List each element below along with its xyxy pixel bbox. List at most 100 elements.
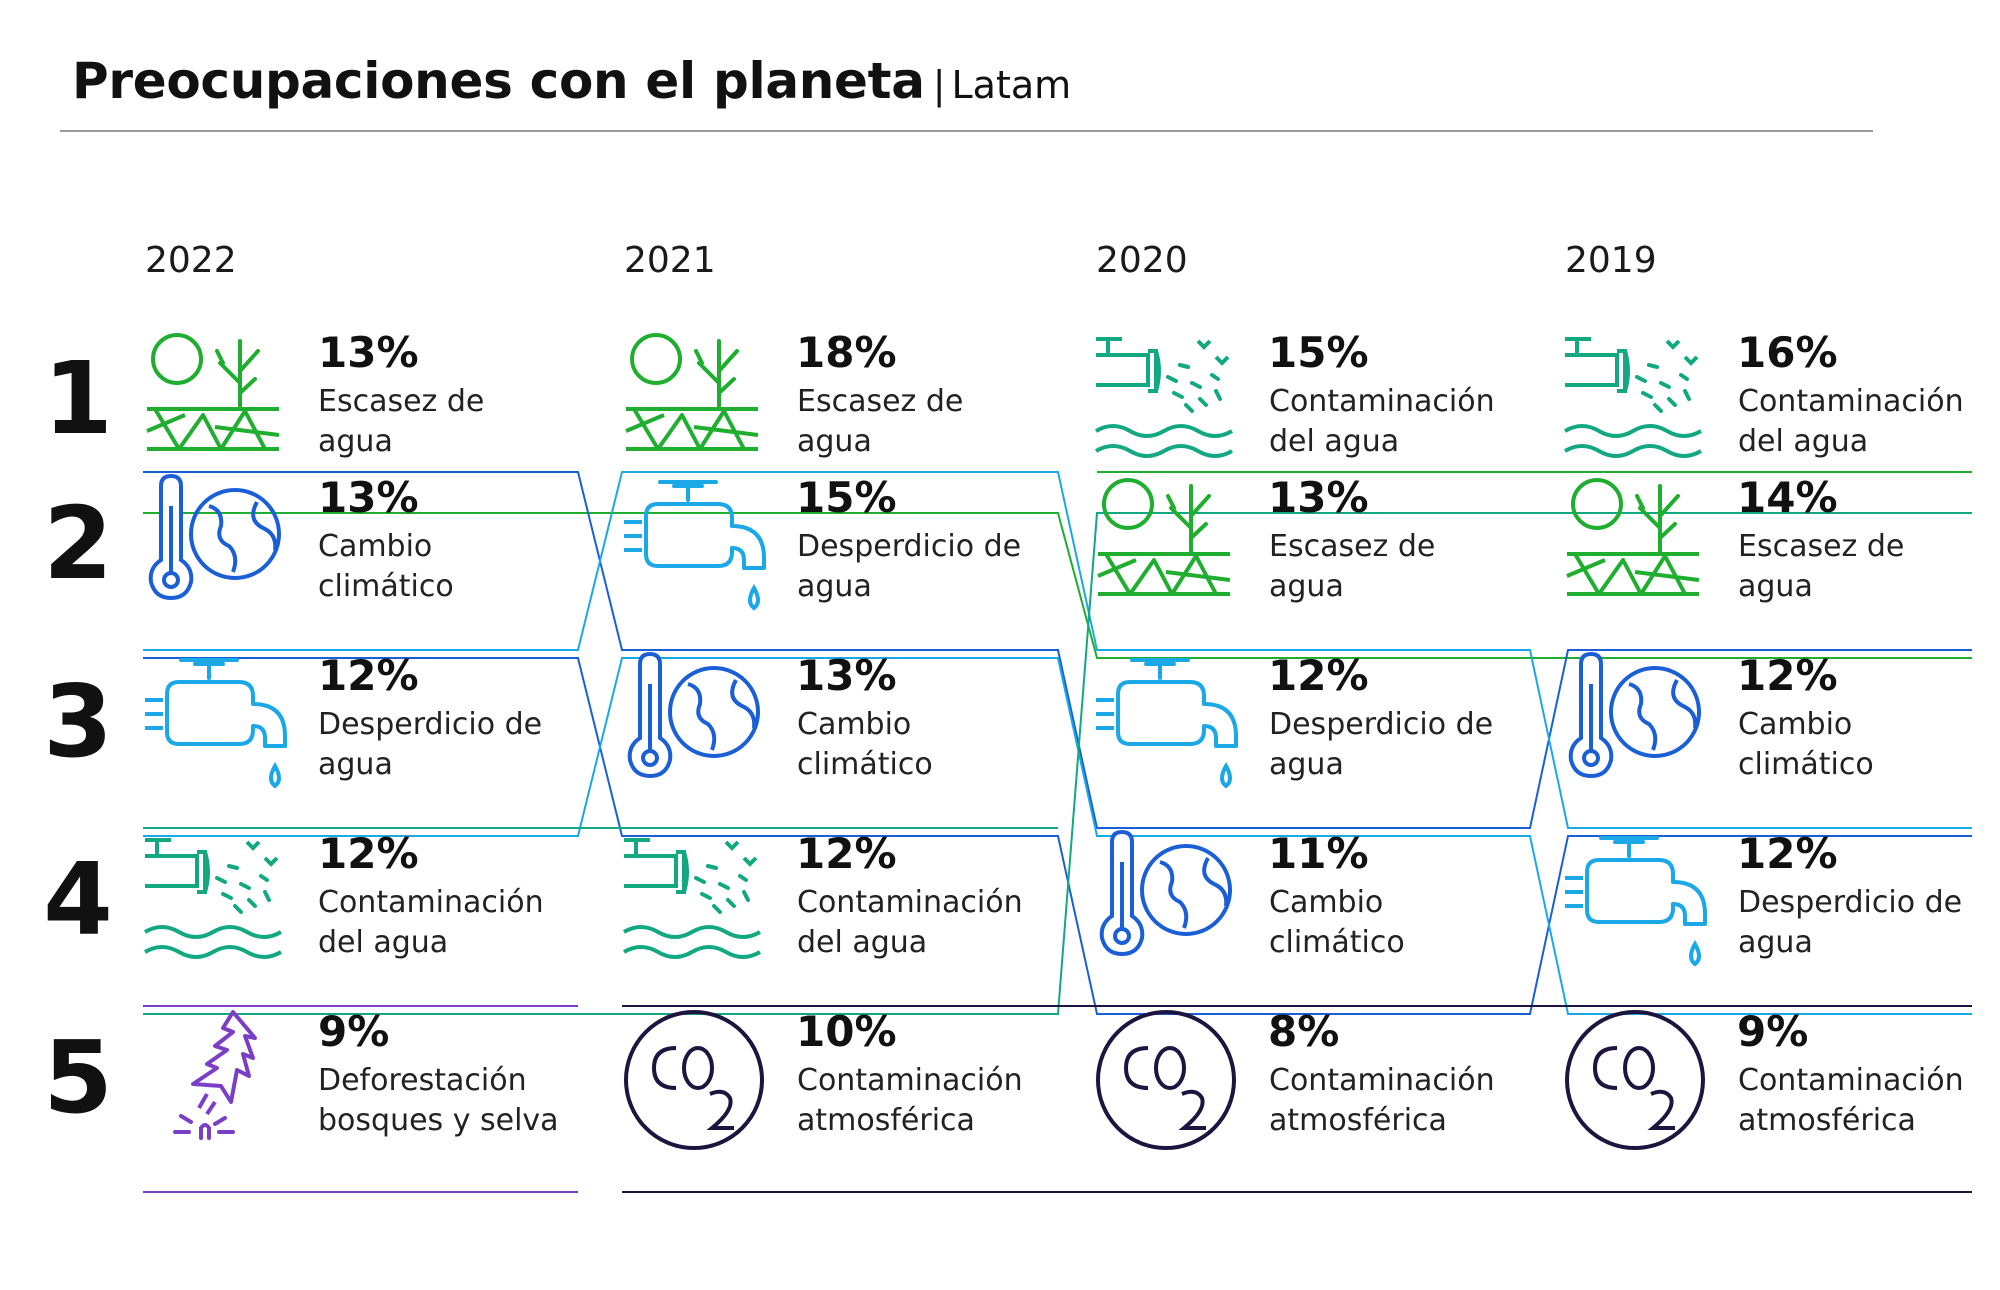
dry-land-icon — [146, 333, 280, 451]
concern-label: atmosférica — [1269, 1103, 1447, 1138]
concern-label: Escasez de — [1738, 529, 1904, 564]
concern-label: atmosférica — [797, 1103, 975, 1138]
concern-label: agua — [1269, 747, 1344, 782]
concern-label: agua — [797, 569, 872, 604]
percent-value: 12% — [1737, 829, 1838, 878]
concern-label: Cambio — [1738, 707, 1852, 742]
dry-land-icon — [625, 333, 759, 451]
rank-number: 4 — [43, 841, 113, 958]
percent-value: 18% — [796, 328, 897, 377]
concern-label: climático — [1738, 747, 1874, 782]
percent-value: 13% — [318, 473, 419, 522]
concern-label: Desperdicio de — [318, 707, 542, 742]
dry-land-icon — [1097, 478, 1231, 596]
thermometer-globe-icon — [627, 651, 760, 779]
percent-value: 9% — [1737, 1007, 1808, 1056]
year-label: 2022 — [145, 240, 237, 281]
concern-label: del agua — [318, 925, 448, 960]
percent-value: 8% — [1268, 1007, 1339, 1056]
concern-label: Escasez de — [797, 384, 963, 419]
concern-label: climático — [318, 569, 454, 604]
percent-value: 9% — [318, 1007, 389, 1056]
rank-number: 3 — [43, 663, 113, 780]
concern-label: del agua — [1269, 424, 1399, 459]
percent-value: 12% — [1737, 651, 1838, 700]
co2-icon — [624, 1010, 764, 1150]
year-label: 2021 — [624, 240, 716, 281]
thermometer-globe-icon — [1099, 829, 1232, 957]
concern-label: Cambio — [318, 529, 432, 564]
concern-label: climático — [797, 747, 933, 782]
faucet-drop-icon — [624, 480, 766, 611]
concern-label: Cambio — [1269, 885, 1383, 920]
percent-value: 13% — [796, 651, 897, 700]
percent-value: 12% — [318, 829, 419, 878]
concern-label: Contaminación — [797, 1063, 1023, 1098]
concern-label: del agua — [1738, 424, 1868, 459]
concern-label: agua — [797, 424, 872, 459]
concern-label: Contaminación — [318, 885, 544, 920]
concern-label: Cambio — [797, 707, 911, 742]
band-desperdicio-top — [143, 471, 1972, 829]
percent-value: 12% — [318, 651, 419, 700]
percent-value: 10% — [796, 1007, 897, 1056]
percent-value: 11% — [1268, 829, 1369, 878]
concern-label: Desperdicio de — [797, 529, 1021, 564]
felled-tree-icon — [173, 1010, 257, 1140]
concern-label: Contaminación — [1738, 384, 1964, 419]
concern-label: Contaminación — [1269, 1063, 1495, 1098]
concern-label: Contaminación — [797, 885, 1023, 920]
title-divider — [60, 130, 1873, 132]
chart-subtitle: Latam — [951, 63, 1072, 107]
pipe-waves-icon — [622, 838, 762, 959]
percent-value: 14% — [1737, 473, 1838, 522]
rank-number: 1 — [43, 340, 113, 457]
band-contaminacion_agua-bot — [143, 512, 1972, 1015]
thermometer-globe-icon — [1568, 651, 1701, 779]
co2-icon — [1565, 1010, 1705, 1150]
year-label: 2020 — [1096, 240, 1188, 281]
percent-value: 15% — [1268, 328, 1369, 377]
concern-label: agua — [318, 424, 393, 459]
page-title: Preocupaciones con el planeta | Latam — [72, 52, 1071, 110]
faucet-drop-icon — [145, 658, 287, 789]
band-escasez-bot — [143, 512, 1972, 659]
concern-label: del agua — [797, 925, 927, 960]
concern-label: Desperdicio de — [1269, 707, 1493, 742]
concern-label: Contaminación — [1738, 1063, 1964, 1098]
concern-label: climático — [1269, 925, 1405, 960]
dry-land-icon — [1566, 478, 1700, 596]
percent-value: 16% — [1737, 328, 1838, 377]
percent-value: 13% — [1268, 473, 1369, 522]
band-desperdicio-bot — [143, 657, 1972, 1015]
percent-value: 12% — [1268, 651, 1369, 700]
pipe-waves-icon — [143, 838, 283, 959]
chart-title: Preocupaciones con el planeta — [72, 52, 925, 110]
percent-value: 15% — [796, 473, 897, 522]
concern-label: Desperdicio de — [1738, 885, 1962, 920]
concern-label: bosques y selva — [318, 1103, 559, 1138]
pipe-waves-icon — [1563, 337, 1703, 458]
concern-label: agua — [1269, 569, 1344, 604]
thermometer-globe-icon — [148, 473, 281, 601]
title-separator: | — [932, 63, 946, 107]
faucet-drop-icon — [1565, 836, 1707, 967]
co2-icon — [1096, 1010, 1236, 1150]
pipe-waves-icon — [1094, 337, 1234, 458]
year-label: 2019 — [1565, 240, 1657, 281]
band-cambio-top — [143, 471, 1972, 829]
concern-label: agua — [1738, 569, 1813, 604]
faucet-drop-icon — [1096, 658, 1238, 789]
concern-label: Escasez de — [1269, 529, 1435, 564]
concern-label: Escasez de — [318, 384, 484, 419]
percent-value: 13% — [318, 328, 419, 377]
concern-label: atmosférica — [1738, 1103, 1916, 1138]
rank-number: 2 — [43, 485, 113, 602]
rank-number: 5 — [43, 1019, 113, 1136]
concern-label: Contaminación — [1269, 384, 1495, 419]
concern-label: Deforestación — [318, 1063, 527, 1098]
percent-value: 12% — [796, 829, 897, 878]
concern-label: agua — [318, 747, 393, 782]
concern-label: agua — [1738, 925, 1813, 960]
